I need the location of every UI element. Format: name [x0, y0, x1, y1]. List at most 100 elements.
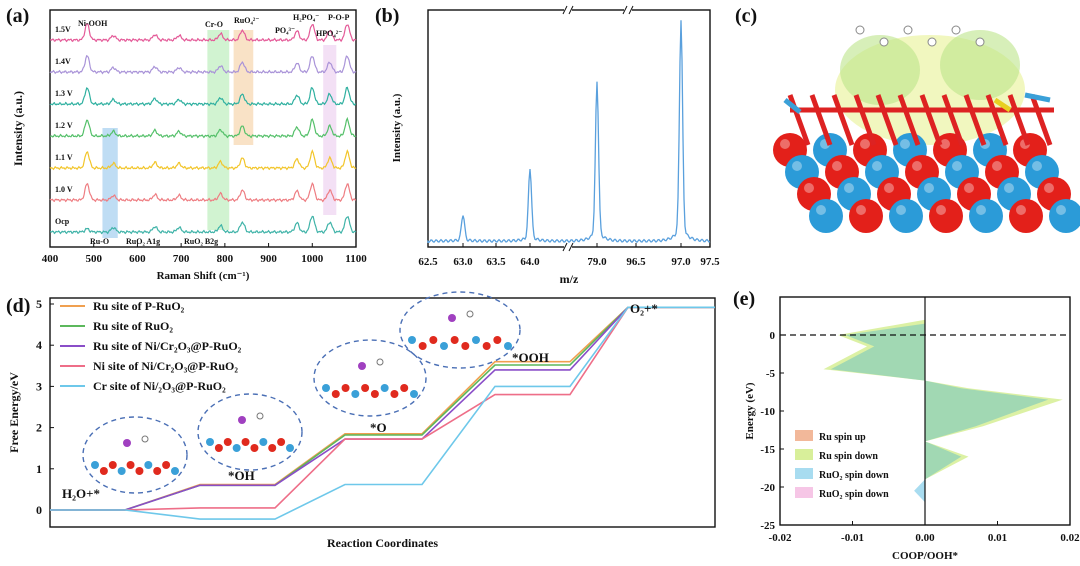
- x-tick-label: 400: [42, 253, 59, 265]
- legend-label: Ru site of Ni/Cr₂O₃@P-RuO₂: [93, 339, 242, 353]
- atom-highlight: [804, 183, 814, 193]
- x-tick-label: 1100: [345, 253, 367, 265]
- atom-sphere: [929, 199, 963, 233]
- state-label: H₂O+*: [62, 486, 100, 501]
- y-tick-label: -15: [760, 444, 775, 456]
- atom-highlight: [952, 161, 962, 171]
- bond: [897, 94, 921, 146]
- inset-atom: [162, 461, 171, 469]
- energy-path: [50, 306, 715, 511]
- atom-sphere: [1049, 199, 1080, 233]
- legend-swatch: [795, 449, 813, 460]
- atom-highlight: [896, 205, 906, 215]
- legend-label: Ru site of P-RuO₂: [93, 299, 185, 313]
- atom-highlight: [816, 205, 826, 215]
- atom-highlight: [856, 205, 866, 215]
- inset-atom: [390, 390, 399, 398]
- atom-highlight: [832, 161, 842, 171]
- legend-swatch: [795, 430, 813, 441]
- atom-sphere: [809, 199, 843, 233]
- x-tick-label: 64.0: [520, 256, 540, 268]
- inset-atom: [171, 467, 179, 475]
- inset-atom: [408, 336, 416, 344]
- inset-atom: [123, 439, 131, 447]
- plot-frame: [427, 9, 711, 248]
- legend-swatch: [795, 487, 813, 498]
- atom-highlight: [1004, 183, 1014, 193]
- inset-atom: [259, 438, 268, 446]
- peak-annotation: Ni-OOH: [78, 19, 108, 28]
- x-axis-label: Reaction Coordinates: [327, 536, 438, 550]
- coop-area: [830, 323, 1049, 480]
- atom-sphere: [849, 199, 883, 233]
- atom-highlight: [792, 161, 802, 171]
- inset-atom: [322, 384, 330, 392]
- atom-highlight: [1056, 205, 1066, 215]
- x-tick-label: -0.02: [769, 532, 792, 544]
- inset-atom: [206, 438, 214, 446]
- highlight-band: [102, 128, 118, 238]
- y-axis-label: Intensity (a.u.): [391, 93, 403, 162]
- atom-highlight: [1032, 161, 1042, 171]
- series-label: Ocp: [55, 217, 70, 226]
- inset-atom: [466, 310, 474, 318]
- energy-path: [50, 306, 715, 520]
- highlight-band: [207, 30, 230, 230]
- series-line: [49, 149, 357, 171]
- peak-annotation: RuO₂ A1g: [126, 237, 160, 246]
- hydrogen-atom: [903, 25, 913, 35]
- hydrogen-atom: [855, 25, 865, 35]
- plot-frame: [49, 297, 716, 528]
- series-line: [49, 182, 356, 203]
- atom-highlight: [884, 183, 894, 193]
- inset-atom: [256, 412, 264, 420]
- axis-break-mask: [624, 6, 632, 14]
- axis-break: [562, 5, 568, 15]
- inset-atom: [380, 384, 389, 392]
- y-axis-label: Free Energy/eV: [7, 372, 21, 453]
- inset-atom: [429, 336, 438, 344]
- structure-inset: [313, 339, 427, 417]
- peak-annotation: RuO₂ B2g: [184, 237, 218, 246]
- charge-density-cloud: [840, 35, 920, 105]
- x-tick-label: 62.5: [418, 256, 438, 268]
- series-label: 1.4V: [55, 57, 71, 66]
- energy-path: [50, 306, 715, 511]
- inset-atom: [277, 438, 286, 446]
- atom-highlight: [860, 139, 870, 149]
- atom-highlight: [924, 183, 934, 193]
- inset-atom: [493, 336, 502, 344]
- bond: [783, 98, 802, 114]
- x-tick-label: 0.02: [1060, 532, 1080, 544]
- atom-highlight: [912, 161, 922, 171]
- y-tick-label: -5: [766, 368, 776, 380]
- panel-letter-b: (b): [375, 5, 399, 27]
- atomic-structure-model: [773, 25, 1080, 233]
- state-label: *OH: [228, 468, 255, 483]
- peak-annotation: PO₄³⁻: [275, 26, 295, 35]
- inset-atom: [241, 438, 250, 446]
- y-tick-label: 2: [36, 421, 42, 435]
- atom-highlight: [1016, 205, 1026, 215]
- x-tick-label: 0.00: [915, 532, 935, 544]
- ms-spectrum: [427, 20, 711, 244]
- x-axis-label: Raman Shift (cm⁻¹): [157, 270, 250, 282]
- inset-atom: [238, 416, 246, 424]
- legend-label: Ru spin down: [819, 451, 878, 462]
- bond: [875, 94, 899, 146]
- bond: [985, 94, 1009, 146]
- structure-inset: [399, 291, 521, 369]
- axis-break-mask: [564, 6, 572, 14]
- x-tick-label: 1000: [301, 253, 324, 265]
- y-tick-label: 1: [36, 462, 42, 476]
- atom-highlight: [964, 183, 974, 193]
- inset-atom: [504, 342, 512, 350]
- inset-atom: [141, 435, 149, 443]
- hydrogen-atom: [975, 37, 985, 47]
- inset-atom: [448, 314, 456, 322]
- series-line: [49, 86, 356, 107]
- x-tick-label: 63.0: [453, 256, 473, 268]
- peak-annotation: P-O-P: [328, 13, 349, 22]
- inset-atom: [472, 336, 480, 344]
- atom-highlight: [976, 205, 986, 215]
